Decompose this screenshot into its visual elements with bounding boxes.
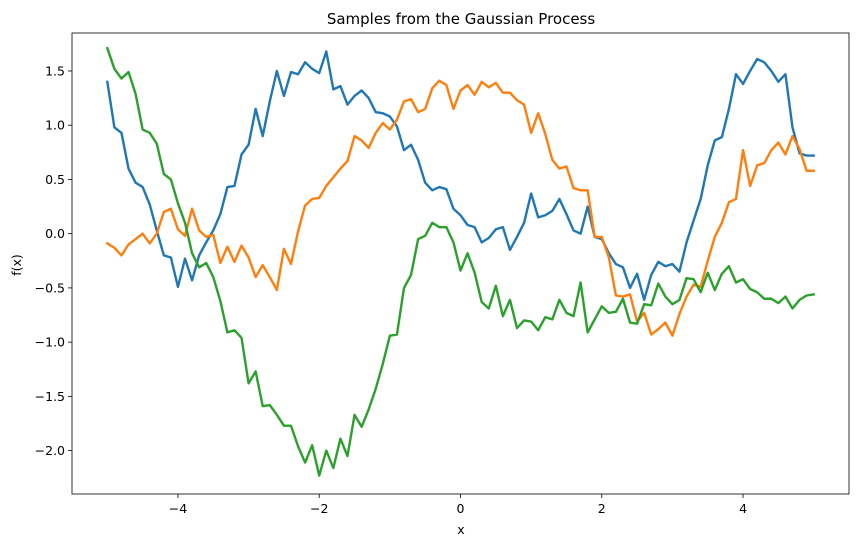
chart-title: Samples from the Gaussian Process — [327, 10, 596, 28]
y-tick-label: −2.0 — [35, 443, 65, 458]
plot-frame — [71, 32, 850, 495]
y-axis: −2.0 −1.5 −1.0 −0.5 0.0 0.5 1.0 1.5 — [35, 63, 72, 458]
y-tick-label: −1.5 — [35, 389, 65, 404]
x-tick-label: −4 — [169, 501, 187, 516]
x-tick-label: 0 — [457, 501, 465, 516]
y-tick-label: −1.0 — [35, 335, 65, 350]
x-axis: −4 −2 0 2 4 — [169, 494, 747, 516]
y-tick-label: 1.5 — [45, 63, 65, 78]
series-line-3 — [105, 46, 816, 477]
y-tick-label: 0.0 — [45, 226, 65, 241]
x-tick-label: 4 — [739, 501, 747, 516]
y-axis-label: f(x) — [9, 254, 24, 276]
y-tick-label: 0.5 — [45, 172, 65, 187]
y-tick-label: −0.5 — [35, 280, 65, 295]
x-tick-label: 2 — [598, 501, 606, 516]
x-tick-label: −2 — [310, 501, 328, 516]
series-layer — [105, 46, 816, 477]
series-line-2 — [105, 79, 815, 337]
series-line-1 — [105, 50, 815, 302]
y-tick-label: 1.0 — [45, 118, 65, 133]
x-axis-label: x — [457, 522, 464, 537]
